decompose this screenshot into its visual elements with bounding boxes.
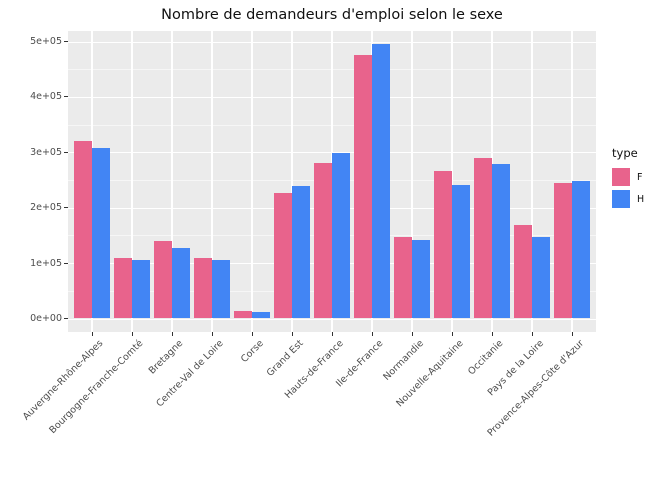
bar-H-Bretagne <box>172 248 190 319</box>
legend-entry-label: H <box>637 193 645 205</box>
x-axis-label-5: Corse <box>238 338 266 365</box>
x-tick <box>371 332 373 336</box>
y-axis-label: 3e+05 <box>30 146 62 158</box>
bar-H-Grand Est <box>292 186 310 319</box>
bar-F-Provence-Alpes-Côte d'Azur <box>554 182 572 319</box>
bar-H-Bourgogne-Franche-Comté <box>132 260 150 319</box>
legend-entry-label: F <box>637 171 643 183</box>
bar-F-Auvergne-Rhône-Alpes <box>74 141 92 319</box>
gridline-vertical <box>411 31 413 332</box>
y-tick <box>64 41 68 43</box>
x-axis-label-10: Nouvelle-Aquitaine <box>394 338 466 410</box>
y-tick <box>64 96 68 98</box>
x-axis-label-6: Grand Est <box>264 338 306 379</box>
x-tick <box>131 332 133 336</box>
bar-H-Hauts-de-France <box>332 152 350 319</box>
bar-F-Occitanie <box>474 158 492 319</box>
x-tick <box>91 332 93 336</box>
x-tick <box>291 332 293 336</box>
y-tick <box>64 318 68 320</box>
x-tick <box>451 332 453 336</box>
legend-title: type <box>612 146 638 160</box>
bar-F-Pays de la Loire <box>514 225 532 319</box>
bar-H-Corse <box>252 311 270 319</box>
bar-F-Hauts-de-France <box>314 163 332 319</box>
gridline-vertical <box>531 31 533 332</box>
gridline-vertical <box>131 31 133 332</box>
y-tick <box>64 207 68 209</box>
gridline-vertical <box>571 31 573 332</box>
bar-H-Provence-Alpes-Côte d'Azur <box>572 181 590 319</box>
legend-entry-F: F <box>612 168 644 186</box>
x-tick <box>531 332 533 336</box>
bar-F-Bretagne <box>154 240 172 319</box>
bar-F-Centre-Val de Loire <box>194 257 212 319</box>
bar-H-Centre-Val de Loire <box>212 260 230 319</box>
x-tick <box>411 332 413 336</box>
x-tick <box>251 332 253 336</box>
legend-key-swatch <box>612 168 630 186</box>
y-axis-label: 0e+00 <box>30 313 62 324</box>
gridline-vertical <box>251 31 253 332</box>
bar-F-Ile-de-France <box>354 55 372 319</box>
x-axis-label-11: Occitanie <box>466 338 506 378</box>
gridline-vertical <box>171 31 173 332</box>
gridline-vertical <box>211 31 213 332</box>
bar-H-Nouvelle-Aquitaine <box>452 184 470 319</box>
bar-F-Normandie <box>394 237 412 319</box>
bar-H-Normandie <box>412 239 430 319</box>
y-tick <box>64 151 68 153</box>
chart-title: Nombre de demandeurs d'emploi selon le s… <box>161 7 503 23</box>
bar-F-Grand Est <box>274 192 292 319</box>
bar-H-Occitanie <box>492 163 510 319</box>
x-axis-label-1: Auvergne-Rhône-Alpes <box>21 338 106 423</box>
x-tick <box>331 332 333 336</box>
bar-H-Ile-de-France <box>372 44 390 319</box>
x-tick <box>571 332 573 336</box>
legend-entry-H: H <box>612 190 644 208</box>
x-axis-label-3: Bretagne <box>147 338 186 377</box>
y-axis-label: 4e+05 <box>30 91 62 103</box>
x-tick <box>491 332 493 336</box>
bar-H-Auvergne-Rhône-Alpes <box>92 148 110 319</box>
y-axis-label: 1e+05 <box>30 257 62 269</box>
bar-F-Nouvelle-Aquitaine <box>434 171 452 319</box>
bar-F-Bourgogne-Franche-Comté <box>114 258 132 319</box>
plot-panel <box>68 31 596 332</box>
x-tick <box>171 332 173 336</box>
gridline-vertical <box>291 31 293 332</box>
bar-H-Pays de la Loire <box>532 236 550 319</box>
legend-key-swatch <box>612 190 630 208</box>
x-tick <box>211 332 213 336</box>
y-axis-label: 5e+05 <box>30 36 62 47</box>
bar-F-Corse <box>234 310 252 319</box>
y-axis-label: 2e+05 <box>30 202 62 214</box>
y-tick <box>64 262 68 264</box>
